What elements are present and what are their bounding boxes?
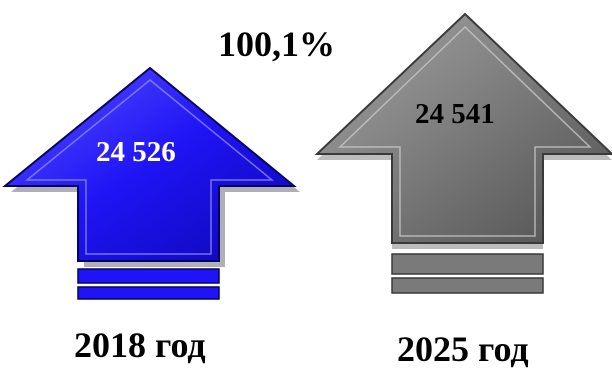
arrow-2025-bevel xyxy=(338,25,592,237)
arrow-2025-body xyxy=(314,12,612,244)
arrow-2025-stripe-2 xyxy=(391,277,544,294)
year-label-2018: 2018 год xyxy=(74,325,206,365)
arrow-2025-stripe-1 xyxy=(391,253,544,275)
arrow-2018-body xyxy=(2,66,297,262)
growth-percent: 100,1% xyxy=(218,24,335,64)
value-2025: 24 541 xyxy=(415,98,495,130)
arrow-2018-bevel xyxy=(24,79,275,255)
arrow-2018-stripe-2 xyxy=(77,286,220,300)
arrow-2018-stripe-1 xyxy=(77,268,220,284)
arrow-2018 xyxy=(2,66,300,300)
value-2018: 24 526 xyxy=(96,136,176,168)
arrow-2025 xyxy=(314,12,612,294)
year-label-2025: 2025 год xyxy=(397,329,529,369)
